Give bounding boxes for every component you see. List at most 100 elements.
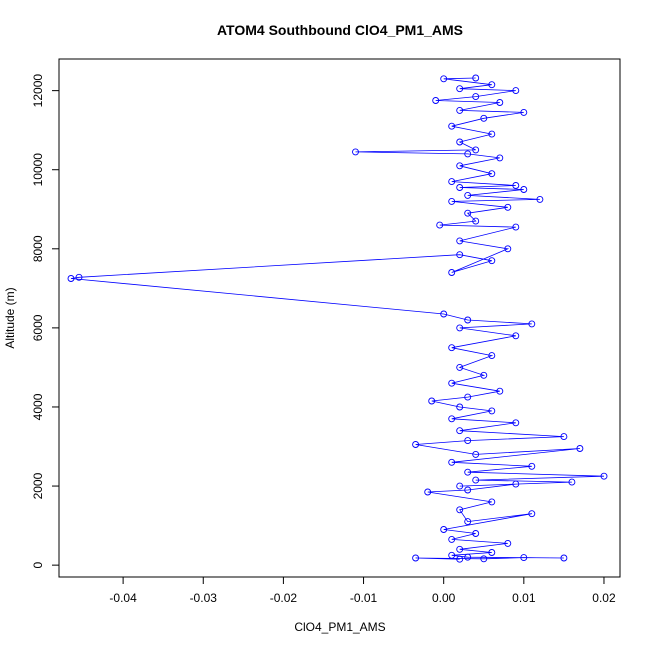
data-point — [480, 555, 488, 563]
data-point — [488, 257, 496, 265]
data-point — [412, 441, 420, 448]
data-point — [488, 170, 496, 178]
data-point — [536, 195, 544, 203]
data-point — [504, 245, 512, 253]
data-point — [464, 437, 472, 445]
data-point — [520, 186, 528, 193]
data-point — [560, 554, 568, 562]
data-point — [472, 74, 480, 82]
data-point — [436, 221, 444, 229]
data-point — [456, 403, 464, 411]
data-point — [528, 510, 536, 518]
data-point — [464, 518, 472, 526]
data-point — [456, 555, 464, 563]
data-point — [496, 99, 504, 106]
data-point — [464, 486, 472, 494]
data-point — [480, 114, 488, 122]
x-axis: -0.04 -0.03 -0.02 -0.01 0.00 0.01 0.02 — [109, 576, 616, 605]
data-point — [472, 476, 480, 484]
data-point — [480, 371, 488, 379]
data-point — [440, 75, 448, 83]
data-point — [448, 122, 456, 130]
y-tick-label: 12000 — [31, 74, 45, 108]
data-point — [512, 419, 520, 427]
data-point — [448, 458, 456, 466]
x-tick-label: -0.04 — [109, 591, 137, 605]
data-point — [448, 344, 456, 352]
data-point — [456, 251, 464, 259]
y-axis: 0 2000 4000 6000 8000 10000 12000 — [31, 74, 60, 568]
y-tick-label: 8000 — [31, 235, 45, 262]
data-point — [488, 352, 496, 360]
data-point — [75, 273, 83, 281]
data-point — [512, 223, 520, 231]
y-tick-label: 4000 — [31, 393, 45, 420]
data-point — [512, 480, 520, 488]
chart-title: ATOM4 Southbound ClO4_PM1_AMS — [217, 22, 463, 38]
data-point — [504, 539, 512, 547]
data-point — [440, 310, 448, 318]
series-line — [70, 77, 605, 560]
data-point — [464, 553, 472, 561]
data-point — [472, 450, 480, 458]
data-point — [456, 427, 464, 435]
data-point — [448, 178, 456, 186]
data-point — [600, 472, 608, 480]
data-point — [488, 130, 496, 138]
data-point — [448, 551, 456, 559]
data-point — [424, 488, 432, 496]
y-tick-label: 6000 — [31, 314, 45, 341]
data-point — [472, 530, 480, 537]
data-point — [488, 81, 496, 89]
data-point — [512, 182, 520, 189]
data-point — [472, 93, 480, 101]
data-point — [456, 138, 464, 146]
data-point — [456, 237, 464, 245]
x-tick-label: -0.03 — [190, 591, 218, 605]
data-point — [448, 269, 456, 276]
data-point — [67, 275, 75, 282]
data-point — [464, 191, 472, 199]
data-point — [456, 506, 464, 514]
data-point — [472, 146, 480, 154]
data-point — [352, 148, 359, 156]
data-point — [512, 87, 520, 95]
data-point — [464, 150, 472, 158]
data-point — [560, 433, 568, 441]
data-point — [512, 332, 520, 340]
data-point — [528, 320, 536, 328]
data-point — [448, 197, 456, 205]
data-point — [576, 445, 584, 452]
x-tick-label: 0.02 — [592, 591, 616, 605]
plot-frame — [58, 58, 621, 578]
data-point — [504, 203, 512, 211]
data-point — [488, 498, 496, 506]
x-axis-label: ClO4_PM1_AMS — [294, 620, 385, 634]
data-point — [464, 316, 472, 324]
data-point — [456, 324, 464, 332]
data-point — [488, 407, 496, 415]
x-tick-label: -0.01 — [350, 591, 378, 605]
y-tick-label: 10000 — [31, 153, 45, 187]
data-point — [456, 184, 464, 191]
data-point — [448, 379, 456, 387]
data-point — [456, 162, 464, 170]
data-point — [448, 535, 456, 543]
data-point — [472, 217, 480, 225]
data-point — [456, 85, 464, 93]
data-point — [464, 468, 472, 476]
data-point — [464, 209, 472, 217]
data-point — [520, 108, 528, 116]
data-point — [456, 482, 464, 490]
data-point — [456, 106, 464, 114]
data-point — [568, 478, 576, 486]
data-point — [488, 549, 496, 556]
data-point — [428, 397, 436, 405]
x-tick-label: 0.00 — [432, 591, 456, 605]
data-point — [432, 97, 440, 104]
data-point — [520, 554, 528, 562]
data-point — [412, 554, 420, 562]
series-layer — [67, 74, 608, 563]
data-point — [448, 415, 456, 423]
